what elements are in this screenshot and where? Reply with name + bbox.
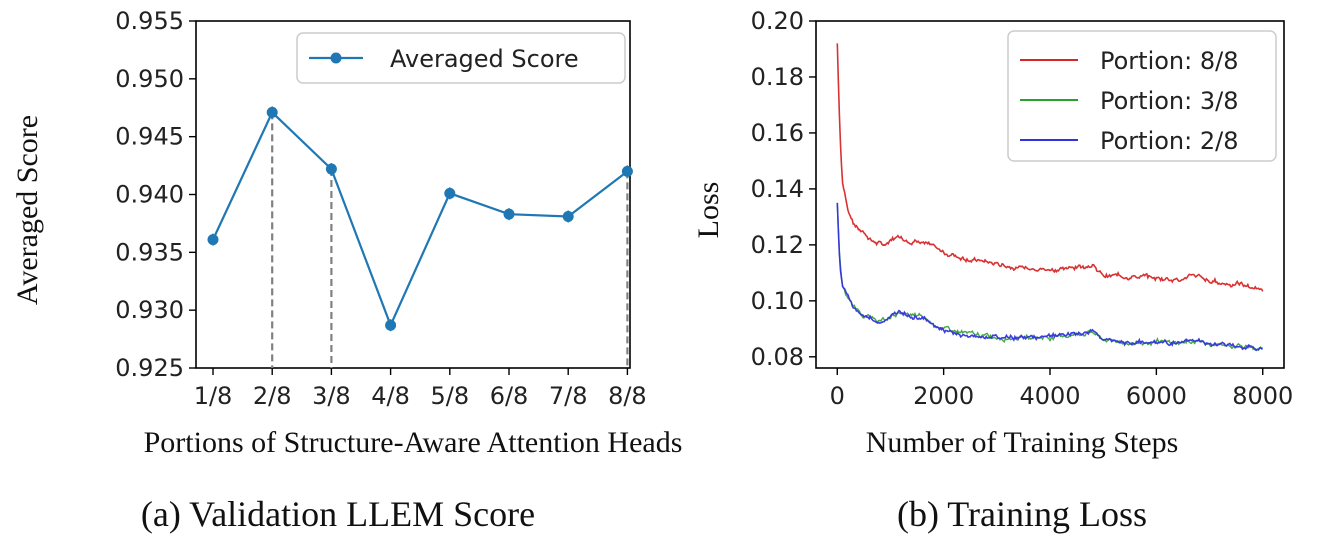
data-point (562, 210, 574, 222)
legend-box (296, 32, 626, 84)
y-tick-label: 0.14 (751, 175, 804, 203)
legend-label-portion-2-8: Portion: 2/8 (1100, 127, 1238, 155)
panel-a-caption: (a) Validation LLEM Score (141, 494, 535, 534)
y-tick-label: 0.950 (115, 65, 184, 93)
x-tick-label: 2/8 (253, 382, 292, 410)
legend-label-portion-3-8: Portion: 3/8 (1100, 87, 1238, 115)
panel-a-series (207, 106, 633, 332)
panel-b-x-ticks: 0 2000 4000 6000 8000 (830, 368, 1293, 410)
y-tick-label: 0.16 (751, 119, 804, 147)
x-tick-label: 8/8 (608, 382, 647, 410)
y-tick-label: 0.930 (115, 296, 184, 324)
x-tick-label: 4000 (1019, 382, 1080, 410)
x-tick-label: 6000 (1126, 382, 1187, 410)
y-tick-label: 0.18 (751, 63, 804, 91)
panel-a-dashed-drop-lines (271, 112, 629, 368)
x-tick-label: 6/8 (490, 382, 529, 410)
panel-a-validation-score: 0.925 0.930 0.935 0.940 0.945 0.950 0.955 1/8 2… (11, 7, 682, 534)
panel-b-caption: (b) Training Loss (897, 494, 1147, 534)
x-tick-label: 5/8 (430, 382, 469, 410)
panel-b-y-ticks: 0.08 0.10 0.12 0.14 0.16 0.18 0.20 (751, 7, 816, 371)
data-point (207, 234, 219, 246)
series-line-portion-3-8 (836, 202, 1263, 352)
panel-b-legend: Portion: 8/8 Portion: 3/8 Portion: 2/8 (1007, 30, 1277, 162)
panel-a-x-axis-label: Portions of Structure-Aware Attention He… (144, 426, 683, 459)
series-line-portion-8-8 (836, 43, 1264, 292)
panel-a-legend: Averaged Score (296, 32, 626, 84)
y-tick-label: 0.10 (751, 287, 804, 315)
y-tick-label: 0.945 (115, 123, 184, 151)
panel-b-y-axis-label: Loss (692, 182, 725, 239)
x-tick-label: 3/8 (312, 382, 351, 410)
legend-marker-averaged-score (330, 52, 342, 64)
panel-a-y-axis-label: Averaged Score (11, 115, 44, 305)
y-tick-label: 0.12 (751, 231, 804, 259)
x-tick-label: 0 (830, 382, 845, 410)
y-tick-label: 0.925 (115, 354, 184, 382)
y-tick-label: 0.08 (751, 343, 804, 371)
panel-a-x-ticks: 1/8 2/8 3/8 4/8 5/8 6/8 7/8 8/8 (194, 368, 647, 410)
x-tick-label: 4/8 (371, 382, 410, 410)
y-tick-label: 0.935 (115, 238, 184, 266)
series-line-averaged-score (212, 110, 629, 329)
data-point (325, 163, 337, 175)
panel-a-y-ticks: 0.925 0.930 0.935 0.940 0.945 0.950 0.955 (115, 7, 196, 382)
x-tick-label: 8000 (1232, 382, 1293, 410)
legend-label-portion-8-8: Portion: 8/8 (1100, 47, 1238, 75)
y-tick-label: 0.940 (115, 181, 184, 209)
data-point (385, 319, 397, 331)
x-tick-label: 2000 (913, 382, 974, 410)
data-point (444, 187, 456, 199)
x-tick-label: 7/8 (549, 382, 588, 410)
data-point (266, 106, 278, 118)
panel-b-x-axis-label: Number of Training Steps (866, 426, 1179, 459)
panel-b-training-loss: 0.08 0.10 0.12 0.14 0.16 0.18 0.20 0 2000 4000 60… (692, 7, 1293, 534)
data-point (621, 165, 633, 177)
series-line-portion-2-8 (836, 202, 1263, 352)
x-tick-label: 1/8 (194, 382, 233, 410)
data-point (503, 208, 515, 220)
legend-box (1007, 30, 1277, 162)
panel-b-series (836, 43, 1264, 352)
y-tick-label: 0.20 (751, 7, 804, 35)
y-tick-label: 0.955 (115, 7, 184, 35)
legend-label-averaged-score: Averaged Score (390, 45, 579, 73)
